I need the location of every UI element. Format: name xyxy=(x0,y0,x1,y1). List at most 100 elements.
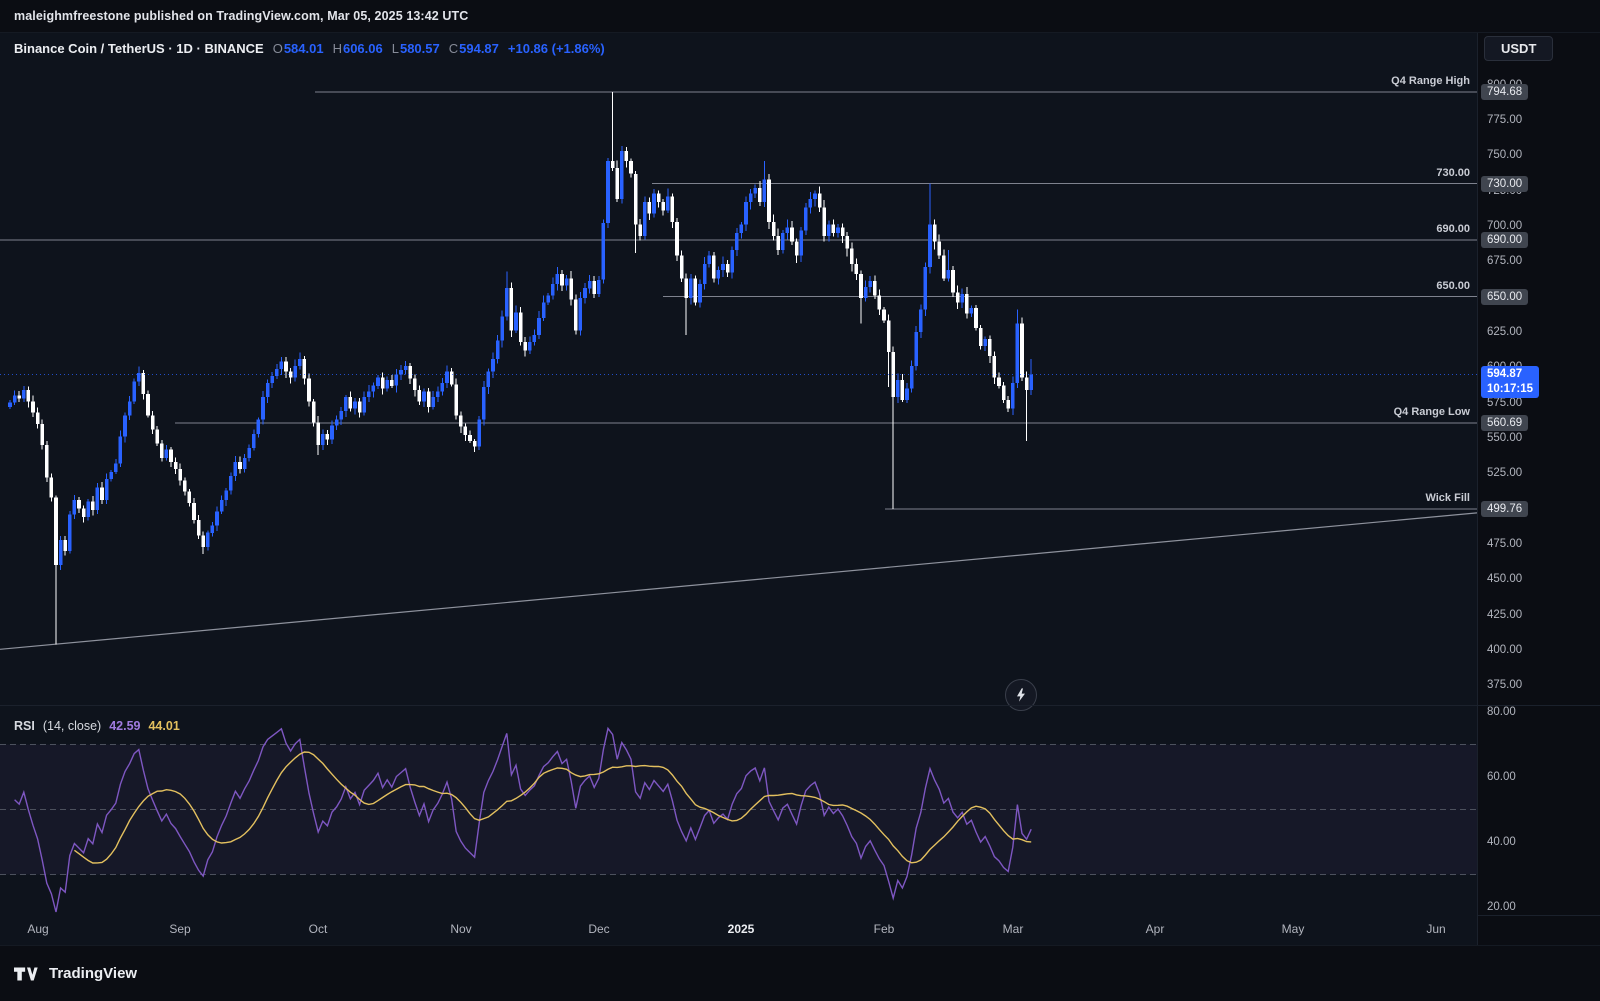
lightning-button[interactable] xyxy=(1005,679,1037,711)
candle-body xyxy=(988,339,992,357)
candle-body xyxy=(491,358,495,372)
candle-body xyxy=(1006,399,1010,409)
candle-body xyxy=(873,281,877,296)
ohlc-low: L580.57 xyxy=(391,41,440,56)
candle-body xyxy=(201,535,205,547)
candle-body xyxy=(969,308,974,314)
candle-body xyxy=(500,316,504,341)
candle-body xyxy=(399,370,403,375)
candle-body xyxy=(836,227,840,234)
candle-body xyxy=(955,292,960,303)
candle-body xyxy=(960,293,964,303)
level-price-badge: 499.76 xyxy=(1481,501,1529,518)
candle-body xyxy=(666,196,670,211)
candle-body xyxy=(762,179,767,202)
candle-body xyxy=(574,299,578,331)
candle-body xyxy=(633,173,638,225)
tradingview-brand[interactable]: TradingView xyxy=(49,965,138,982)
candle-body xyxy=(26,390,31,402)
candle-body xyxy=(744,202,748,225)
candle-body xyxy=(394,374,399,386)
candle-body xyxy=(100,487,104,501)
candle-body xyxy=(252,433,256,448)
candle-body xyxy=(712,255,716,279)
candle-body xyxy=(486,371,491,388)
price-tick-label: 450.00 xyxy=(1487,573,1523,586)
candle-body xyxy=(63,539,67,552)
candle-body xyxy=(528,341,532,351)
price-tick-label: 625.00 xyxy=(1487,326,1523,339)
candle-body xyxy=(390,380,394,386)
candle-body xyxy=(261,397,265,420)
candle-body xyxy=(150,415,155,430)
candle-body xyxy=(22,390,26,399)
candle-body xyxy=(408,366,412,379)
candle-body xyxy=(376,377,380,386)
level-price-badge: 690.00 xyxy=(1481,232,1529,249)
rsi-pane-canvas[interactable] xyxy=(0,705,1477,915)
price-chart-canvas[interactable] xyxy=(0,33,1477,705)
candle-body xyxy=(840,227,845,236)
rsi-value: 42.59 xyxy=(109,719,141,733)
rsi-line xyxy=(14,726,1032,913)
candle-body xyxy=(173,462,178,470)
candle-body xyxy=(771,221,776,236)
candle-body xyxy=(344,397,348,412)
candle-body xyxy=(123,415,127,437)
candle-body xyxy=(275,368,279,376)
candle-body xyxy=(118,436,123,464)
candle-body xyxy=(615,168,619,200)
candle-body xyxy=(822,207,826,236)
candle-body xyxy=(54,497,58,566)
time-axis-label: Jun xyxy=(1426,922,1446,936)
price-tick-label: 700.00 xyxy=(1487,220,1523,233)
candle-body xyxy=(564,278,569,286)
time-axis[interactable]: Aug Sep Oct Nov Dec 2025 Feb Mar Apr May Jun xyxy=(0,915,1477,945)
pane-separator[interactable] xyxy=(0,705,1600,706)
candle-body xyxy=(206,532,210,547)
ohlc-open: O584.01 xyxy=(272,41,324,56)
tradingview-logo-icon[interactable] xyxy=(14,965,40,983)
candle-body xyxy=(758,187,762,202)
candle-body xyxy=(454,384,458,416)
candle-body xyxy=(707,255,711,265)
candle-body xyxy=(40,423,44,446)
candle-body xyxy=(169,449,173,462)
candle-body xyxy=(210,525,215,533)
candle-body xyxy=(95,487,100,511)
candle-body xyxy=(827,224,831,236)
candle-body xyxy=(932,224,937,242)
candle-body xyxy=(81,508,86,518)
candle-body xyxy=(417,390,422,402)
candle-body xyxy=(413,378,417,390)
candle-body xyxy=(799,230,803,256)
candle-body xyxy=(886,320,891,352)
candle-body xyxy=(647,202,652,214)
rsi-tick-label: 60.00 xyxy=(1487,771,1516,783)
candle-body xyxy=(436,391,440,398)
candle-body xyxy=(813,193,817,200)
candle-body xyxy=(440,382,445,392)
candle-body xyxy=(974,308,978,328)
candle-body xyxy=(357,401,362,413)
candle-body xyxy=(785,227,790,234)
candle-body xyxy=(730,250,734,273)
candle-body xyxy=(463,426,468,436)
currency-toggle-button[interactable]: USDT xyxy=(1484,36,1554,61)
candle-body xyxy=(877,295,882,310)
candle-body xyxy=(721,264,725,270)
candle-body xyxy=(1020,323,1024,378)
candle-body xyxy=(698,284,702,303)
candle-body xyxy=(109,472,113,480)
candle-body xyxy=(403,366,408,371)
candle-body xyxy=(431,397,435,407)
candle-body xyxy=(160,443,164,458)
candle-body xyxy=(652,193,656,214)
candle-body xyxy=(928,224,932,267)
candle-body xyxy=(629,161,633,174)
candle-body xyxy=(532,334,537,342)
lightning-icon xyxy=(1017,688,1025,702)
price-axis[interactable]: 800.00775.00750.00725.00700.00675.00650.… xyxy=(1478,0,1600,945)
candle-body xyxy=(693,278,698,303)
candle-body xyxy=(776,235,780,250)
